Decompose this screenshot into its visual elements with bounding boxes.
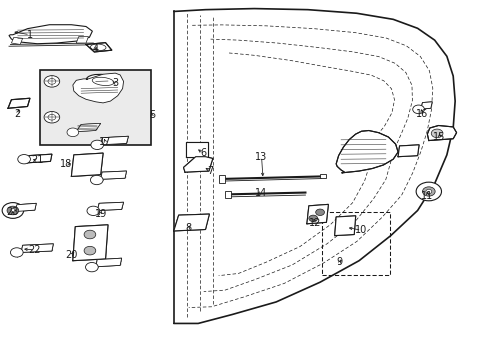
Text: 21: 21 bbox=[31, 155, 43, 165]
Circle shape bbox=[44, 112, 60, 123]
Text: 12: 12 bbox=[308, 218, 321, 228]
Text: 2: 2 bbox=[15, 109, 21, 119]
Circle shape bbox=[422, 187, 434, 196]
Polygon shape bbox=[101, 171, 126, 179]
Circle shape bbox=[315, 209, 324, 216]
Text: 1: 1 bbox=[27, 30, 33, 40]
Circle shape bbox=[91, 140, 103, 149]
Circle shape bbox=[7, 206, 19, 215]
Polygon shape bbox=[8, 98, 30, 108]
Polygon shape bbox=[71, 153, 103, 176]
Polygon shape bbox=[224, 191, 231, 198]
Circle shape bbox=[10, 248, 23, 257]
Circle shape bbox=[430, 129, 442, 138]
Polygon shape bbox=[9, 25, 92, 44]
Text: 16: 16 bbox=[415, 109, 427, 119]
Circle shape bbox=[90, 175, 103, 185]
Polygon shape bbox=[183, 157, 212, 172]
Text: 3: 3 bbox=[112, 78, 118, 88]
Circle shape bbox=[44, 76, 60, 87]
Polygon shape bbox=[73, 225, 108, 261]
Polygon shape bbox=[101, 136, 128, 145]
Text: 8: 8 bbox=[185, 224, 191, 233]
Polygon shape bbox=[76, 37, 88, 43]
Polygon shape bbox=[320, 174, 326, 178]
Polygon shape bbox=[86, 42, 112, 52]
Polygon shape bbox=[185, 142, 207, 157]
Text: 7: 7 bbox=[207, 166, 213, 176]
Polygon shape bbox=[218, 175, 224, 183]
Text: 6: 6 bbox=[200, 148, 206, 158]
Text: 22: 22 bbox=[28, 245, 41, 255]
Polygon shape bbox=[173, 214, 209, 231]
Circle shape bbox=[415, 182, 441, 201]
Circle shape bbox=[84, 246, 96, 255]
Text: 5: 5 bbox=[148, 111, 155, 121]
Text: 9: 9 bbox=[336, 257, 342, 267]
Circle shape bbox=[2, 203, 23, 219]
Circle shape bbox=[412, 105, 424, 114]
Text: 18: 18 bbox=[61, 159, 73, 169]
Ellipse shape bbox=[86, 74, 120, 89]
Polygon shape bbox=[96, 258, 122, 267]
Polygon shape bbox=[76, 123, 101, 132]
Text: 17: 17 bbox=[99, 138, 111, 147]
Text: 19: 19 bbox=[94, 209, 106, 219]
Polygon shape bbox=[427, 126, 456, 140]
Polygon shape bbox=[11, 37, 22, 44]
Polygon shape bbox=[397, 145, 418, 157]
Circle shape bbox=[10, 209, 15, 212]
Text: 11: 11 bbox=[420, 191, 432, 201]
Polygon shape bbox=[335, 131, 397, 173]
Circle shape bbox=[85, 262, 98, 272]
Polygon shape bbox=[27, 154, 52, 163]
Polygon shape bbox=[15, 203, 36, 212]
Circle shape bbox=[18, 154, 30, 164]
Text: 4: 4 bbox=[93, 44, 99, 54]
Circle shape bbox=[425, 189, 431, 194]
Text: 10: 10 bbox=[355, 225, 367, 235]
Polygon shape bbox=[306, 204, 328, 224]
Text: 20: 20 bbox=[65, 250, 78, 260]
Polygon shape bbox=[420, 102, 431, 109]
Circle shape bbox=[84, 230, 96, 239]
Polygon shape bbox=[334, 216, 355, 235]
Polygon shape bbox=[97, 202, 123, 211]
FancyBboxPatch shape bbox=[40, 70, 151, 145]
Circle shape bbox=[87, 206, 100, 216]
Polygon shape bbox=[21, 244, 53, 252]
Circle shape bbox=[67, 128, 79, 136]
Circle shape bbox=[308, 215, 317, 222]
Text: 13: 13 bbox=[255, 152, 267, 162]
Polygon shape bbox=[73, 73, 123, 103]
Text: 14: 14 bbox=[255, 188, 267, 198]
Text: 23: 23 bbox=[7, 207, 19, 217]
Text: 15: 15 bbox=[432, 132, 445, 142]
